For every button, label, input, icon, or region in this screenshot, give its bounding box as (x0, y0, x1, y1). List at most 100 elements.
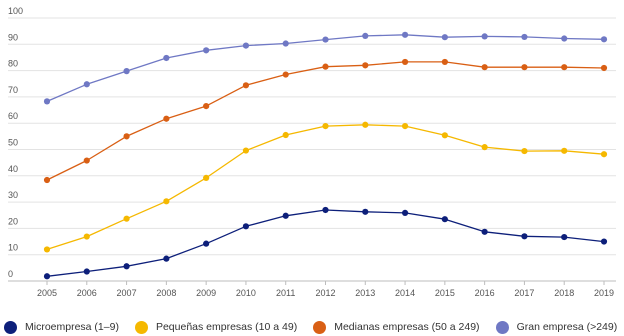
data-point (163, 115, 170, 122)
data-point (203, 240, 210, 247)
data-point (242, 223, 250, 230)
series-line (46, 124, 605, 251)
legend-item: Medianas empresas (50 a 249) (313, 320, 480, 334)
x-tick-label: 2006 (77, 288, 97, 298)
y-tick-label: 90 (8, 32, 18, 42)
x-tick-label: 2014 (395, 288, 415, 298)
data-point (203, 47, 210, 54)
x-tick-label: 2012 (315, 288, 335, 298)
legend-item: Gran empresa (>249) (495, 320, 618, 334)
data-point (123, 68, 130, 75)
data-point (322, 63, 329, 70)
data-point (322, 122, 329, 130)
data-point (481, 64, 488, 71)
data-point (362, 32, 369, 39)
x-tick-label: 2015 (435, 288, 455, 298)
data-point (163, 255, 170, 262)
data-point (481, 33, 488, 40)
data-point (203, 103, 210, 110)
data-point (600, 238, 608, 245)
data-point (242, 82, 250, 89)
legend: Microempresa (1–9) Pequeñas empresas (10 … (0, 318, 624, 336)
data-point (322, 206, 329, 214)
x-tick-label: 2007 (117, 288, 137, 298)
legend-label: Microempresa (1–9) (25, 321, 119, 333)
x-tick-label: 2016 (475, 288, 495, 298)
data-point (441, 216, 448, 223)
data-point (561, 35, 568, 42)
data-point (521, 233, 528, 240)
data-point (362, 208, 369, 215)
data-point (43, 98, 51, 105)
series-1 (43, 206, 608, 280)
data-point (441, 132, 448, 139)
x-tick-label: 2019 (594, 288, 614, 298)
x-axis-ticks: 2005 2006 2007 2008 2009 2010 2011 2012 2013 2014… (37, 281, 614, 298)
x-tick-label: 2011 (276, 288, 295, 298)
series-2 (43, 121, 608, 253)
data-point (362, 121, 369, 128)
legend-label: Medianas empresas (50 a 249) (334, 321, 480, 333)
data-point (203, 174, 210, 182)
data-point (282, 71, 289, 78)
y-tick-label: 20 (8, 216, 18, 226)
data-point (282, 40, 289, 47)
series-group (43, 31, 608, 280)
data-point (401, 58, 409, 66)
data-point (401, 209, 409, 216)
x-tick-label: 2010 (236, 288, 256, 298)
data-point (282, 212, 289, 219)
y-tick-label: 40 (8, 164, 18, 174)
data-point (481, 144, 488, 151)
legend-label: Pequeñas empresas (10 a 49) (155, 321, 298, 333)
data-point (163, 54, 170, 62)
series-line (46, 61, 605, 181)
data-point (43, 273, 51, 280)
data-point (242, 42, 250, 49)
x-tick-label: 2005 (37, 288, 57, 298)
x-tick-label: 2009 (196, 288, 216, 298)
legend-label: Gran empresa (>249) (516, 321, 618, 333)
y-axis-ticks: 0 10 20 30 40 50 60 70 80 90 100 (8, 6, 23, 279)
data-point (123, 133, 130, 140)
data-point (600, 151, 608, 158)
data-point (83, 81, 90, 88)
y-tick-label: 70 (8, 85, 18, 95)
data-point (83, 157, 90, 164)
data-point (322, 36, 329, 43)
x-tick-label: 2013 (355, 288, 375, 298)
gridlines (8, 17, 616, 282)
data-point (521, 64, 528, 71)
data-point (83, 233, 90, 240)
data-point (123, 215, 130, 222)
x-tick-label: 2018 (554, 288, 574, 298)
data-point (242, 147, 250, 154)
y-tick-label: 30 (8, 190, 18, 200)
y-tick-label: 0 (8, 269, 13, 279)
legend-item: Pequeñas empresas (10 a 49) (134, 320, 298, 334)
series-4 (43, 31, 608, 105)
legend-swatch (313, 320, 327, 334)
data-point (282, 131, 289, 139)
data-point (600, 64, 608, 72)
data-point (561, 233, 568, 241)
data-point (441, 34, 448, 41)
legend-swatch (134, 320, 148, 334)
y-tick-label: 60 (8, 111, 18, 121)
series-3 (43, 58, 608, 184)
data-point (561, 64, 568, 71)
x-tick-label: 2017 (514, 288, 534, 298)
legend-item: Microempresa (1–9) (4, 320, 119, 334)
data-point (123, 263, 130, 270)
data-point (401, 31, 409, 38)
y-tick-label: 10 (8, 243, 18, 253)
y-tick-label: 100 (8, 6, 23, 16)
data-point (362, 62, 369, 69)
x-tick-label: 2008 (156, 288, 176, 298)
y-tick-label: 50 (8, 138, 18, 148)
data-point (561, 147, 568, 154)
data-point (481, 228, 488, 235)
y-tick-label: 80 (8, 59, 18, 69)
